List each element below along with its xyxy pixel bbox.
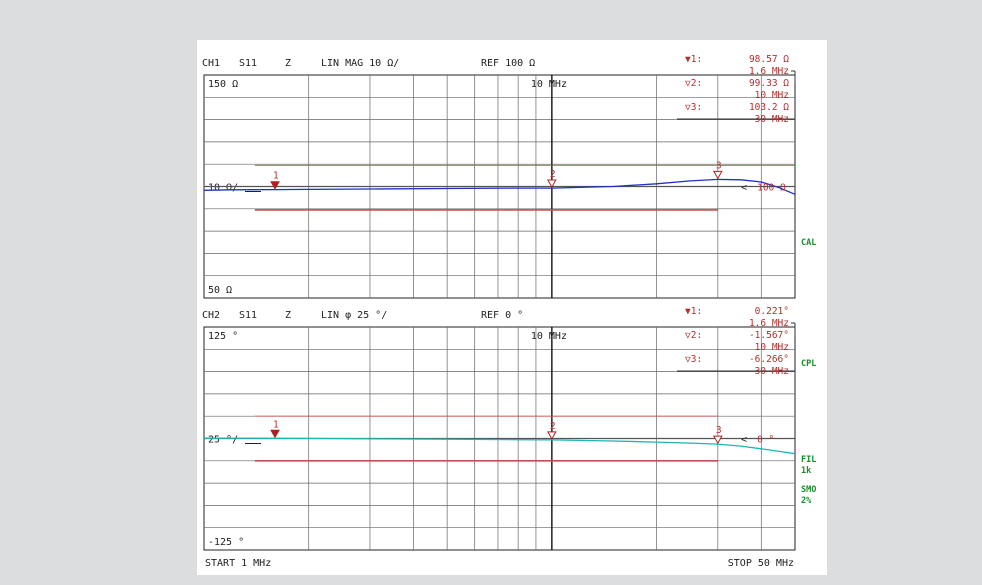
reference-label: REF 100 Ω: [481, 58, 535, 69]
marker-3-label: 3: [716, 160, 722, 171]
marker-2-icon: [546, 431, 557, 440]
reference-scale-label: 10 Ω/: [208, 183, 238, 194]
readout-marker-2-label: ▽2:: [685, 78, 702, 89]
status-fil-line2: 1k: [801, 466, 811, 476]
reference-arrow-label: 0 °: [757, 435, 774, 446]
parameter-label: S11: [239, 310, 257, 321]
readout-marker-1-frequency: 1.6 MHz: [749, 318, 789, 329]
center-frequency-label: 10 MHz: [531, 79, 567, 90]
marker-2-label: 2: [550, 421, 556, 432]
readout-marker-3-frequency: 30 MHz: [755, 366, 789, 377]
format-label: Z: [285, 58, 291, 69]
scale-label: LIN φ 25 °/: [321, 310, 387, 321]
readout-marker-3-label: ▽3:: [685, 354, 702, 365]
marker-3-icon: [712, 170, 723, 180]
start-frequency-label: START 1 MHz: [205, 558, 271, 569]
axis-bottom-label: 50 Ω: [208, 285, 232, 296]
reference-label: REF 0 °: [481, 310, 523, 321]
marker-1-icon: [270, 181, 280, 190]
marker-1-icon: [270, 429, 280, 439]
marker-2-icon: [546, 179, 557, 189]
status-smo-line1: SMO: [801, 485, 816, 495]
channel-label: CH1: [202, 58, 220, 69]
measurement-trace: [203, 437, 796, 455]
marker-3-label: 3: [716, 425, 722, 436]
center-frequency-label: 10 MHz: [531, 331, 567, 342]
reference-arrow: <: [741, 435, 747, 446]
axis-top-label: 125 °: [208, 331, 238, 342]
readout-marker-3-label: ▽3:: [685, 102, 702, 113]
status-cpl: CPL: [801, 359, 816, 369]
readout-marker-1-frequency: 1.6 MHz: [749, 66, 789, 77]
readout-marker-3-value: -6.266°: [749, 354, 789, 365]
readout-marker-2-label: ▽2:: [685, 330, 702, 341]
readout-marker-2-value: 99.33 Ω: [749, 78, 789, 89]
readout-marker-2-frequency: 10 MHz: [755, 90, 789, 101]
parameter-label: S11: [239, 58, 257, 69]
marker-3-icon: [712, 435, 723, 445]
readout-marker-1-label: ▼1:: [685, 54, 702, 65]
status-fil-line1: FIL: [801, 455, 816, 465]
marker-1-label: 1: [273, 171, 279, 182]
stop-frequency-label: STOP 50 MHz: [728, 558, 794, 569]
axis-top-label: 150 Ω: [208, 79, 238, 90]
status-cal: CAL: [801, 238, 816, 248]
readout-marker-2-frequency: 10 MHz: [755, 342, 789, 353]
readout-marker-1-label: ▼1:: [685, 306, 702, 317]
status-smo-line2: 2%: [801, 496, 812, 506]
axis-bottom-label: -125 °: [208, 537, 244, 548]
format-label: Z: [285, 310, 291, 321]
measurement-trace: [203, 178, 796, 195]
readout-marker-3-frequency: 30 MHz: [755, 114, 789, 125]
analyzer-screen: CH1 S11 Z LIN MAG 10 Ω/REF 100 Ω 10 MHz 150 Ω…: [197, 40, 827, 575]
reference-arrow-label: 100 Ω: [757, 183, 786, 194]
marker-1-label: 1: [273, 419, 279, 430]
readout-marker-1-value: 98.57 Ω: [749, 54, 789, 65]
readout-marker-3-value: 103.2 Ω: [749, 102, 789, 113]
marker-2-label: 2: [550, 169, 556, 180]
reference-arrow: <: [741, 183, 747, 194]
scale-label: LIN MAG 10 Ω/: [321, 58, 399, 69]
reference-scale-label: 25 °/: [208, 435, 238, 446]
readout-marker-2-value: -1.567°: [749, 330, 789, 341]
readout-marker-1-value: 0.221°: [755, 306, 789, 317]
channel-label: CH2: [202, 310, 220, 321]
